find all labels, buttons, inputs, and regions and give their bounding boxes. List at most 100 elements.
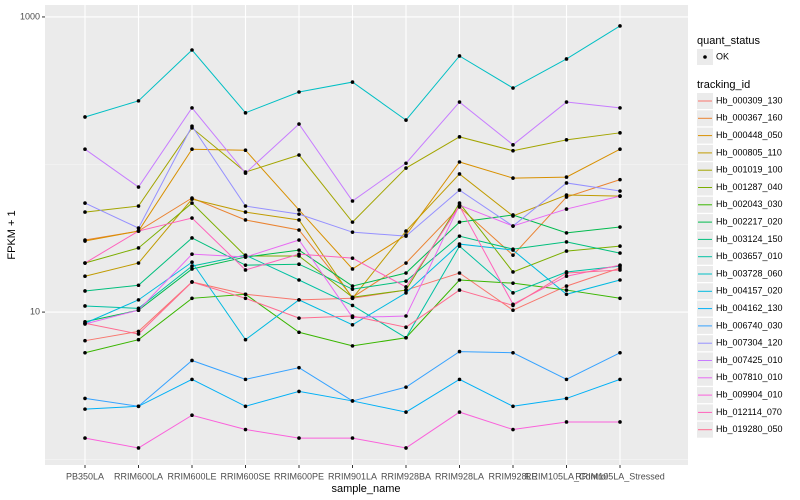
data-point (190, 201, 194, 205)
data-point (457, 135, 462, 139)
data-point (243, 148, 248, 153)
legend-label: Hb_004162_130 (716, 303, 783, 313)
legend-label: Hb_003124_150 (716, 234, 783, 244)
data-point (83, 321, 87, 326)
data-point (243, 292, 248, 297)
data-point (457, 410, 462, 414)
data-point (190, 216, 194, 220)
data-point (83, 289, 87, 293)
data-point (190, 48, 194, 52)
data-point (618, 189, 622, 193)
data-point (297, 389, 301, 394)
data-point (511, 148, 515, 153)
x-tick-label: RRIM105LA_Control (525, 471, 608, 481)
data-point (404, 118, 408, 122)
data-point (564, 288, 569, 292)
data-point (136, 404, 141, 409)
data-point (83, 201, 87, 205)
data-point (618, 177, 622, 182)
legend-label: Hb_009904_010 (716, 389, 783, 399)
data-point (83, 147, 87, 152)
data-point (83, 261, 87, 265)
data-point (564, 284, 569, 288)
x-tick-label: RRIM928BA (381, 471, 431, 481)
data-point (136, 329, 141, 334)
data-point (83, 436, 87, 440)
x-tick-label: RRIM600LE (167, 471, 216, 481)
data-point (190, 264, 194, 268)
data-point (511, 270, 515, 274)
data-point (404, 314, 408, 318)
legend-label: OK (716, 51, 729, 61)
legend-point (703, 55, 707, 59)
data-point (404, 166, 408, 170)
data-point (350, 267, 355, 271)
data-point (136, 185, 141, 189)
data-point (136, 99, 141, 103)
legend-label: Hb_003657_010 (716, 251, 783, 261)
data-point (618, 296, 622, 301)
x-axis-title: sample_name (331, 483, 400, 495)
legend-label: Hb_012114_070 (716, 407, 782, 417)
data-point (190, 124, 194, 128)
data-point (618, 278, 622, 282)
data-point (350, 80, 355, 84)
data-point (190, 296, 194, 301)
data-point (404, 291, 408, 295)
data-point (83, 115, 87, 119)
data-point (618, 131, 622, 135)
data-point (136, 283, 141, 288)
data-point (511, 308, 515, 312)
x-tick-label: RRIM928LA (435, 471, 484, 481)
data-point (457, 160, 462, 164)
data-point (136, 261, 141, 265)
data-point (457, 204, 462, 208)
data-point (297, 262, 301, 267)
data-point (297, 238, 301, 242)
data-point (136, 332, 141, 336)
data-point (457, 278, 462, 282)
data-point (511, 176, 515, 180)
data-point (350, 436, 355, 440)
data-point (190, 280, 194, 284)
data-point (511, 404, 515, 409)
data-point (136, 308, 141, 312)
data-point (618, 377, 622, 382)
data-point (83, 239, 87, 243)
data-point (350, 199, 355, 203)
data-point (564, 207, 569, 211)
data-point (243, 204, 248, 208)
data-point (190, 267, 194, 271)
legend-label: Hb_001287_040 (716, 182, 783, 192)
legend-label: Hb_001019_100 (716, 165, 783, 175)
data-point (564, 138, 569, 142)
data-point (136, 298, 141, 302)
y-tick-label: 1000 (20, 11, 40, 21)
data-point (350, 314, 355, 318)
data-point (564, 274, 569, 279)
legend: Hb_000309_130 Hb_000367_160 Hb_000448_050 H… (697, 93, 783, 438)
data-point (83, 274, 87, 279)
data-point (618, 225, 622, 229)
data-point (190, 377, 194, 382)
data-point (511, 281, 515, 285)
data-point (457, 242, 462, 246)
data-point (618, 194, 622, 198)
data-point (83, 304, 87, 308)
x-tick-label: RRIM600SE (220, 471, 270, 481)
data-point (564, 377, 569, 382)
data-point (297, 218, 301, 222)
data-point (457, 54, 462, 58)
data-point (83, 350, 87, 355)
data-point (457, 220, 462, 224)
data-point (243, 337, 248, 342)
data-point (404, 410, 408, 414)
data-point (564, 271, 569, 275)
legend-label: Hb_007304_120 (716, 338, 783, 348)
data-point (297, 298, 301, 302)
data-point (511, 143, 515, 147)
data-point (618, 263, 622, 267)
data-point (190, 236, 194, 240)
data-point (618, 106, 622, 110)
data-point (457, 349, 462, 354)
